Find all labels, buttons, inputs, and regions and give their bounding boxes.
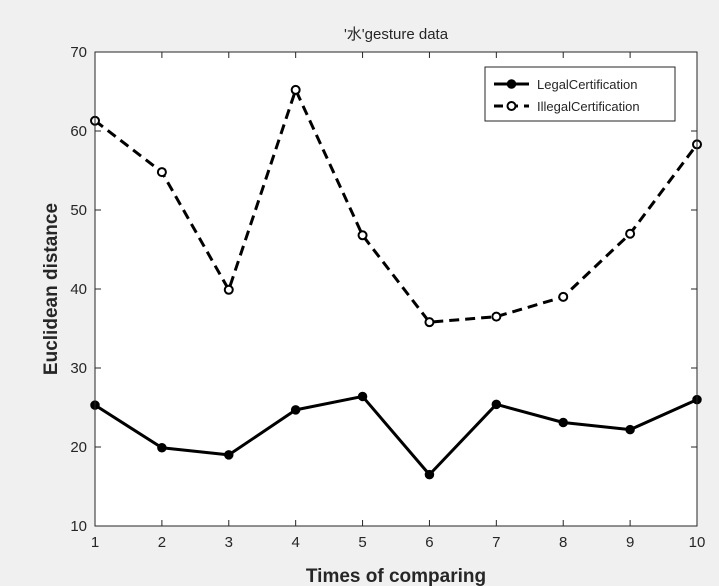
data-point-legal xyxy=(357,391,368,402)
data-point-legal xyxy=(558,417,568,428)
chart-title: '水'gesture data xyxy=(344,26,449,43)
x-tick-label: 2 xyxy=(158,534,166,551)
data-point-legal xyxy=(157,443,167,453)
legend-label-legal: LegalCertification xyxy=(537,77,637,92)
x-tick-label: 4 xyxy=(291,534,299,551)
x-tick-label: 5 xyxy=(358,534,366,551)
y-tick-label: 60 xyxy=(70,123,87,140)
data-point-illegal xyxy=(491,311,502,322)
y-tick-label: 20 xyxy=(70,439,87,456)
data-point-legal xyxy=(224,450,234,460)
x-tick-label: 3 xyxy=(225,534,233,551)
x-tick-label: 10 xyxy=(689,534,706,551)
legend-box xyxy=(484,66,676,122)
legend: LegalCertification IllegalCertification xyxy=(484,66,676,122)
x-tick-label: 6 xyxy=(425,534,433,551)
legend-label-illegal: IllegalCertification xyxy=(537,99,640,114)
data-point-illegal xyxy=(290,84,301,95)
y-tick-label: 70 xyxy=(70,44,87,61)
x-tick-label: 9 xyxy=(626,534,634,551)
legend-marker-legal xyxy=(506,79,517,89)
data-point-legal xyxy=(424,469,435,480)
x-tick-label: 1 xyxy=(91,534,99,551)
data-point-illegal xyxy=(357,230,368,241)
legend-marker-illegal xyxy=(506,101,517,111)
series-line-illegal xyxy=(94,88,699,324)
data-point-legal xyxy=(491,399,502,410)
data-layer xyxy=(90,84,702,480)
data-point-legal xyxy=(625,424,635,435)
x-tick-label: 8 xyxy=(559,534,567,551)
data-point-illegal xyxy=(223,284,234,295)
data-point-illegal xyxy=(558,291,569,302)
series-line-legal xyxy=(94,394,698,477)
data-point-illegal xyxy=(424,317,435,328)
data-point-illegal xyxy=(156,167,167,178)
y-tick-label: 40 xyxy=(70,281,87,298)
y-axis-label: Euclidean distance xyxy=(41,203,62,375)
y-tick-label: 50 xyxy=(70,202,87,219)
data-point-legal xyxy=(290,405,301,415)
data-point-illegal xyxy=(625,228,636,239)
tick-layer: 1 2 3 4 5 6 7 8 9 10 10 20 30 40 50 60 70 xyxy=(70,44,705,551)
y-tick-label: 30 xyxy=(70,360,87,377)
plot-area xyxy=(95,52,697,526)
x-tick-label: 7 xyxy=(492,534,500,551)
y-tick-label: 10 xyxy=(70,518,87,535)
x-axis-label: Times of comparing xyxy=(306,566,486,586)
